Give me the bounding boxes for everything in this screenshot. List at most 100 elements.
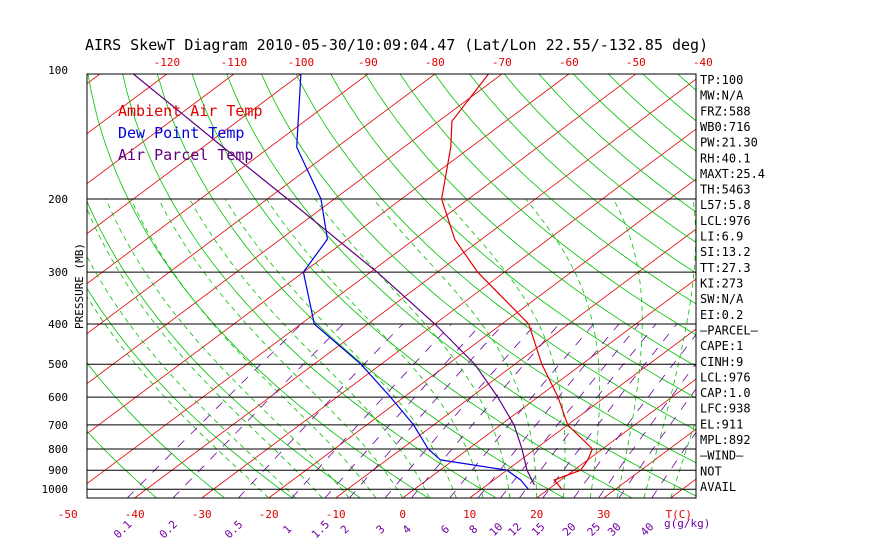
mixing-ratio-line bbox=[126, 323, 302, 498]
dry-adiabat-line bbox=[87, 362, 225, 498]
index-value: MPL:892 bbox=[700, 433, 751, 447]
isotherm-line bbox=[335, 228, 696, 498]
index-value: NOT bbox=[700, 464, 722, 478]
index-value: TP:100 bbox=[700, 73, 743, 87]
mixing-ratio-label: 0.2 bbox=[157, 518, 180, 541]
dry-adiabat-line bbox=[330, 74, 696, 399]
background-lines bbox=[87, 74, 870, 498]
parcel-temp-line bbox=[133, 74, 535, 486]
mixing-ratio-label: 25 bbox=[585, 520, 604, 539]
index-value: PW:21.30 bbox=[700, 136, 758, 150]
mixing-ratio-label: 6 bbox=[438, 523, 452, 537]
index-value: TT:27.3 bbox=[700, 261, 751, 275]
legend-ambient-temp: Ambient Air Temp bbox=[118, 102, 263, 120]
plot-frame bbox=[86, 73, 697, 499]
top-temp-tick-label: -110 bbox=[221, 56, 248, 69]
pressure-tick-label: 200 bbox=[48, 193, 68, 206]
index-value: RH:40.1 bbox=[700, 151, 751, 165]
mixing-ratio-line bbox=[324, 323, 482, 498]
isotherm-line bbox=[87, 74, 235, 185]
mixing-ratio-line bbox=[238, 323, 404, 498]
moist-adiabat-line bbox=[613, 198, 643, 498]
axis-labels: 1002003004005006007008009001000PRESSURE … bbox=[42, 56, 713, 541]
index-value: EL:911 bbox=[700, 417, 743, 431]
series-lines bbox=[133, 74, 594, 490]
index-value: MAXT:25.4 bbox=[700, 167, 765, 181]
pressure-tick-label: 600 bbox=[48, 391, 68, 404]
moist-adiabat-line bbox=[670, 418, 696, 498]
isotherm-line bbox=[134, 78, 696, 498]
mixing-ratio-label: 2 bbox=[338, 523, 352, 537]
mixing-ratio-label: 0.1 bbox=[111, 518, 134, 541]
pressure-tick-label: 800 bbox=[48, 443, 68, 456]
index-value: —WIND— bbox=[700, 449, 744, 463]
moist-adiabat-line bbox=[158, 198, 404, 498]
mixing-ratio-line bbox=[449, 323, 595, 498]
dewpoint-temp-line bbox=[296, 74, 529, 490]
top-temp-tick-label: -60 bbox=[559, 56, 579, 69]
mixing-ratio-line bbox=[349, 323, 504, 498]
top-temp-tick-label: -50 bbox=[626, 56, 646, 69]
legend-dewpoint-temp: Dew Point Temp bbox=[118, 124, 244, 142]
top-temp-tick-label: -120 bbox=[154, 56, 181, 69]
isotherm-line bbox=[87, 74, 369, 285]
index-value: L57:5.8 bbox=[700, 198, 751, 212]
top-temp-tick-label: -80 bbox=[425, 56, 445, 69]
top-temp-tick-label: -90 bbox=[358, 56, 378, 69]
moist-adiabat-line bbox=[443, 198, 566, 498]
moist-adiabat-line bbox=[87, 255, 296, 498]
mixing-ratio-label: 30 bbox=[605, 520, 624, 539]
moist-adiabat-line bbox=[87, 295, 269, 498]
dry-adiabat-line bbox=[87, 74, 429, 498]
index-value: CINH:9 bbox=[700, 355, 743, 369]
isotherm-line bbox=[87, 74, 570, 435]
isotherm-line bbox=[201, 128, 696, 498]
index-value: TH:5463 bbox=[700, 183, 751, 197]
mixing-ratio-label: 40 bbox=[638, 520, 657, 539]
dry-adiabat-line bbox=[122, 74, 497, 498]
mixing-ratio-label: 15 bbox=[529, 520, 548, 539]
mixing-ratio-label: 10 bbox=[487, 520, 506, 539]
moist-adiabat-line bbox=[189, 198, 430, 498]
dry-adiabat-line bbox=[747, 74, 870, 498]
bottom-temp-tick-label: -20 bbox=[259, 508, 279, 521]
bottom-temp-tick-label: -40 bbox=[125, 508, 145, 521]
index-value: CAPE:1 bbox=[700, 339, 743, 353]
isotherm-line bbox=[402, 278, 696, 498]
index-value: LFC:938 bbox=[700, 402, 751, 416]
dry-adiabat-line bbox=[434, 74, 696, 305]
pressure-tick-label: 300 bbox=[48, 266, 68, 279]
bottom-temp-unit: T(C) bbox=[666, 508, 693, 521]
index-value: FRZ:588 bbox=[700, 104, 751, 118]
mixing-ratio-line bbox=[651, 431, 696, 498]
mixing-ratio-line bbox=[477, 323, 620, 498]
moist-adiabat-line bbox=[643, 198, 696, 498]
moist-adiabat-line bbox=[266, 198, 484, 498]
moist-adiabat-line bbox=[87, 207, 323, 498]
moist-adiabat-line bbox=[105, 198, 350, 498]
mixing-ratio-label: 4 bbox=[400, 522, 414, 536]
index-value: SW:N/A bbox=[700, 292, 744, 306]
bottom-temp-tick-label: 30 bbox=[597, 508, 610, 521]
mixing-ratio-line bbox=[384, 323, 536, 498]
top-temp-tick-label: -40 bbox=[693, 56, 713, 69]
pressure-tick-label: 500 bbox=[48, 358, 68, 371]
index-value: WB0:716 bbox=[700, 120, 751, 134]
dry-adiabat-line bbox=[157, 74, 565, 498]
index-value: KI:273 bbox=[700, 277, 743, 291]
isotherm-line bbox=[268, 178, 696, 498]
top-temp-tick-label: -100 bbox=[288, 56, 315, 69]
index-value: LCL:976 bbox=[700, 214, 751, 228]
index-value: —PARCEL— bbox=[700, 324, 759, 338]
isotherm-line bbox=[87, 74, 302, 235]
pressure-tick-label: 700 bbox=[48, 419, 68, 432]
isotherm-line bbox=[87, 74, 436, 335]
moist-adiabat-line bbox=[373, 198, 538, 498]
dry-adiabat-line bbox=[87, 287, 293, 498]
index-value: MW:N/A bbox=[700, 89, 744, 103]
dry-adiabat-line bbox=[469, 74, 696, 274]
mixing-ratio-label: 12 bbox=[506, 520, 525, 539]
bottom-temp-tick-label: 10 bbox=[463, 508, 476, 521]
mixing-ratio-line bbox=[291, 323, 452, 498]
